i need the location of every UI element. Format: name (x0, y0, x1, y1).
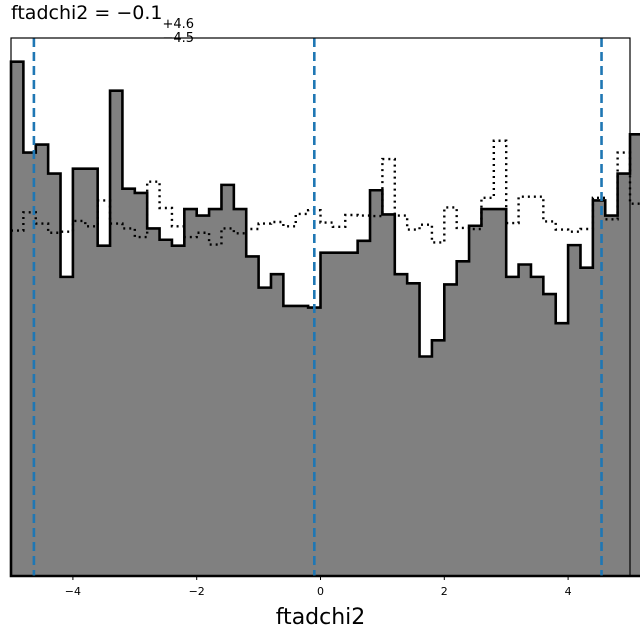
x-axis-ticks: −4 −2 0 2 4 (65, 576, 572, 598)
x-tick-label: 0 (317, 585, 324, 598)
histogram-filled-series (9, 60, 640, 578)
histogram-dotted-series (11, 139, 640, 246)
x-tick-label: 4 (565, 585, 572, 598)
title-superscript: +4.6 (162, 17, 195, 32)
x-tick-label: −4 (65, 585, 81, 598)
x-axis-label: ftadchi2 (276, 605, 366, 630)
x-tick-label: 2 (441, 585, 448, 598)
title-main: ftadchi2 = −0.1 (11, 2, 163, 24)
plot-area (9, 38, 640, 578)
chart-title: ftadchi2 = −0.1 +4.6 −4.5 (11, 2, 194, 46)
x-tick-label: −2 (189, 585, 205, 598)
